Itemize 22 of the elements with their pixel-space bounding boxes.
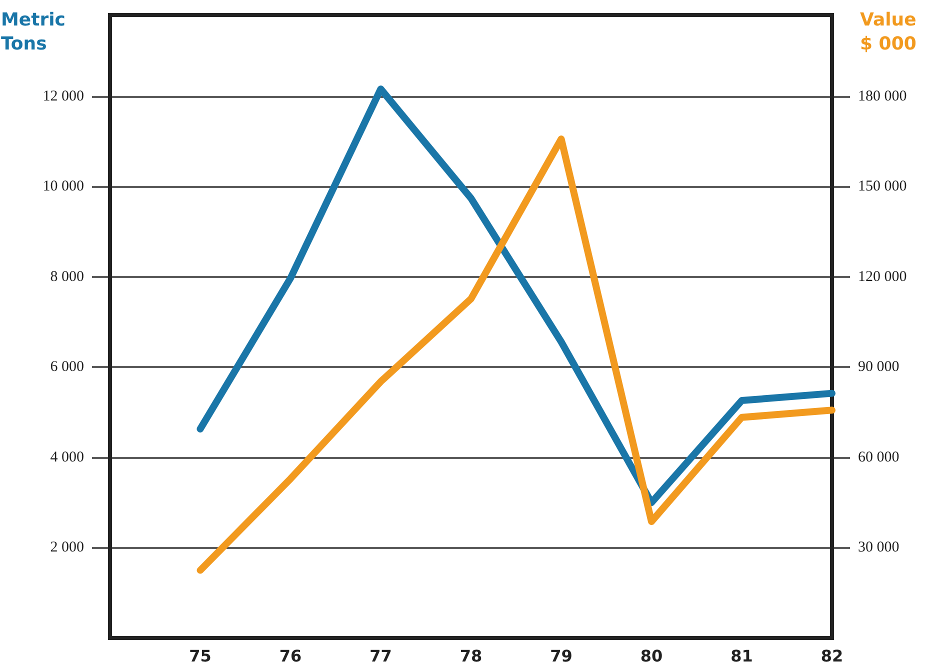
x-tick-label: 81 [730,646,753,666]
y2-tick-label: 180 000 [858,88,907,104]
x-tick-label: 78 [460,646,482,666]
x-tick-label: 75 [189,646,212,666]
x-tick-label: 79 [550,646,572,666]
y-tick-label: 6 000 [50,359,84,376]
y2-tick-label: 150 000 [858,178,907,195]
y2-tick-label: 120 000 [858,268,907,285]
y2-tick-label: 30 000 [858,540,900,556]
x-tick-label: 82 [820,646,844,666]
y-tick-label: 4 000 [50,449,84,466]
y-axis-title: Metric Tons [1,10,72,54]
y2-axis-title: Value $ 000 [860,10,923,54]
y-tick-label: 10 000 [42,178,84,195]
x-tick-label: 80 [640,646,663,666]
y2-tick-label: 90 000 [858,359,900,376]
y-tick-label: 8 000 [50,268,84,285]
x-tick-label: 77 [370,646,392,666]
y-tick-label: 12 000 [42,88,84,104]
y2-tick-label: 60 000 [858,449,900,466]
y-tick-label: 2 000 [50,540,84,556]
x-tick-label: 76 [279,646,302,666]
